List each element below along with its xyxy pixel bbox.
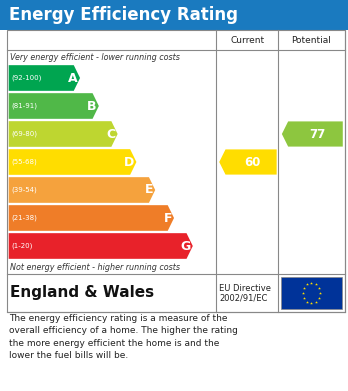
Polygon shape [9, 177, 155, 203]
Text: E: E [145, 183, 153, 197]
Text: (21-38): (21-38) [11, 215, 37, 221]
Text: Not energy efficient - higher running costs: Not energy efficient - higher running co… [10, 262, 181, 271]
Text: (69-80): (69-80) [11, 131, 37, 137]
Text: Very energy efficient - lower running costs: Very energy efficient - lower running co… [10, 52, 180, 61]
Text: B: B [87, 99, 97, 113]
Polygon shape [9, 233, 193, 259]
Text: (39-54): (39-54) [11, 187, 37, 193]
Text: 2002/91/EC: 2002/91/EC [219, 293, 268, 302]
Text: D: D [124, 156, 134, 169]
Polygon shape [9, 149, 136, 175]
Polygon shape [282, 122, 343, 147]
Text: 60: 60 [245, 156, 261, 169]
Text: F: F [164, 212, 172, 224]
Polygon shape [9, 93, 99, 119]
Polygon shape [9, 121, 118, 147]
Text: 77: 77 [309, 127, 325, 140]
Bar [281, 277, 342, 309]
Text: The energy efficiency rating is a measure of the
overall efficiency of a home. T: The energy efficiency rating is a measur… [9, 314, 238, 361]
Bar [0, 0, 348, 30]
Text: C: C [106, 127, 116, 140]
Text: Potential: Potential [292, 36, 331, 45]
Polygon shape [9, 205, 174, 231]
Bar [7, 30, 345, 312]
Text: (81-91): (81-91) [11, 103, 37, 109]
Polygon shape [219, 149, 277, 175]
Text: England & Wales: England & Wales [10, 285, 155, 301]
Polygon shape [9, 65, 80, 91]
Text: EU Directive: EU Directive [219, 284, 271, 293]
Text: A: A [68, 72, 78, 84]
Text: Energy Efficiency Rating: Energy Efficiency Rating [9, 6, 238, 24]
Text: Current: Current [230, 36, 264, 45]
Text: (92-100): (92-100) [11, 75, 41, 81]
Text: G: G [181, 240, 191, 253]
Text: (1-20): (1-20) [11, 243, 32, 249]
Text: (55-68): (55-68) [11, 159, 37, 165]
